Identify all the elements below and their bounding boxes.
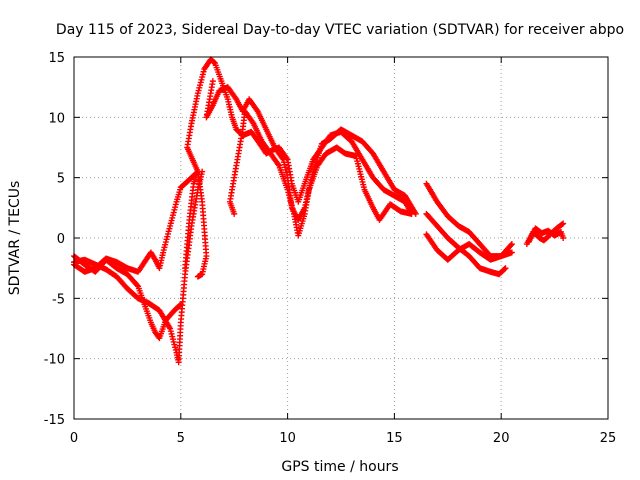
data-points xyxy=(71,56,567,366)
chart-title: Day 115 of 2023, Sidereal Day-to-day VTE… xyxy=(56,22,624,38)
data-point xyxy=(194,273,201,280)
y-tick-label: 10 xyxy=(48,111,65,126)
x-axis-ticks: 0 5 10 15 20 25 xyxy=(70,57,616,446)
y-tick-label: -10 xyxy=(44,353,65,368)
y-axis-label: SDTVAR / TECUs xyxy=(7,181,23,296)
data-point xyxy=(502,265,509,272)
data-point xyxy=(508,241,515,248)
data-point xyxy=(560,220,567,227)
x-tick-label: 5 xyxy=(177,431,185,446)
x-tick-label: 25 xyxy=(600,431,617,446)
data-point xyxy=(134,282,141,289)
y-tick-label: -5 xyxy=(52,292,65,307)
y-tick-label: 5 xyxy=(57,172,65,187)
data-point xyxy=(508,249,515,256)
data-point xyxy=(560,235,567,241)
grid-lines xyxy=(74,57,608,419)
x-tick-label: 0 xyxy=(70,431,78,446)
x-tick-label: 10 xyxy=(279,431,296,446)
y-tick-label: -15 xyxy=(44,413,65,428)
data-point xyxy=(507,242,514,249)
data-point xyxy=(501,266,508,273)
y-tick-label: 0 xyxy=(57,232,65,247)
x-axis-label: GPS time / hours xyxy=(281,459,398,475)
y-axis-ticks: -15 -10 -5 0 5 10 15 xyxy=(44,51,608,428)
y-tick-label: 15 xyxy=(48,51,65,66)
x-tick-label: 20 xyxy=(493,431,510,446)
x-tick-label: 15 xyxy=(386,431,403,446)
data-point xyxy=(408,210,415,217)
